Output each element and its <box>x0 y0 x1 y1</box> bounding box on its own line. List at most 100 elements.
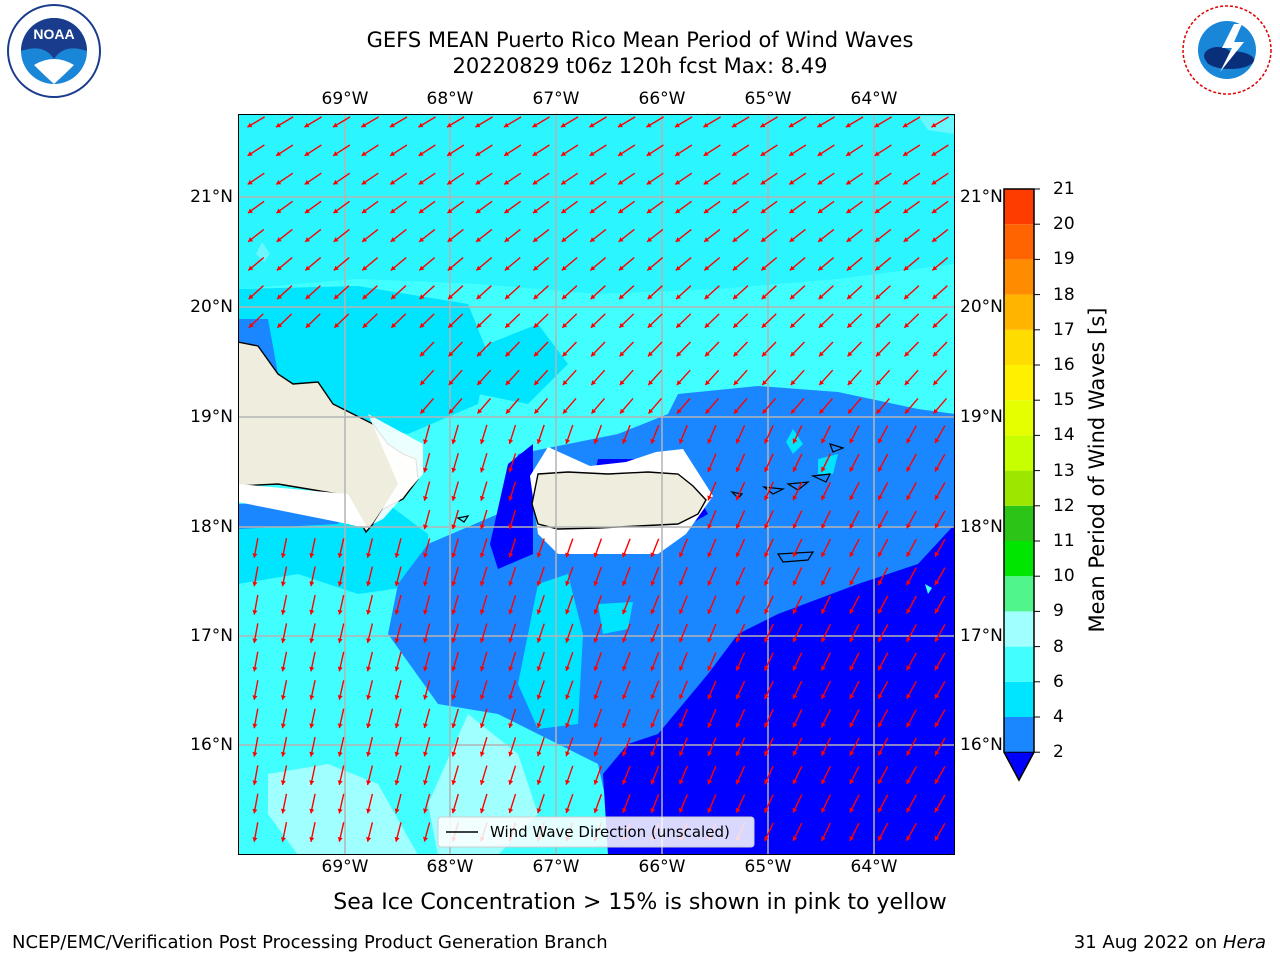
wave-arrow-head <box>622 637 627 643</box>
wave-arrow-head <box>276 237 282 242</box>
wave-arrow-head <box>252 666 258 672</box>
wave-arrow-head <box>304 208 310 214</box>
wave-arrow-head <box>309 695 315 700</box>
wave-arrow-head <box>476 322 482 328</box>
wave-arrow-head <box>333 208 339 214</box>
wave-arrow-head <box>622 580 627 586</box>
wave-arrow-head <box>561 208 567 214</box>
wave-arrow-head <box>931 151 937 156</box>
wave-arrow-head <box>248 294 254 300</box>
wave-arrow-head <box>764 523 769 529</box>
wave-arrow-head <box>735 580 741 586</box>
colorbar-tick-label: 21 <box>1053 179 1075 199</box>
wave-arrow-head <box>309 609 315 615</box>
wave-arrow-head <box>337 837 343 842</box>
wave-arrow-head <box>906 495 911 500</box>
lat-label-right: 21°N <box>960 187 1003 207</box>
wave-arrow-head <box>305 265 311 271</box>
wave-arrow-head <box>589 151 595 156</box>
wave-arrow-head <box>394 836 400 842</box>
wave-arrow-head <box>821 637 826 643</box>
wave-arrow-head <box>275 122 281 128</box>
lat-label-right: 17°N <box>960 626 1003 646</box>
wave-arrow-head <box>618 179 624 185</box>
wave-arrow-head <box>565 637 570 643</box>
lat-label-left: 20°N <box>190 297 233 317</box>
wave-arrow-head <box>707 495 713 501</box>
wave-arrow-head <box>617 122 623 128</box>
wave-arrow-head <box>849 637 855 643</box>
wave-arrow-head <box>362 322 368 328</box>
wave-arrow-head <box>764 665 769 671</box>
wave-arrow-head <box>849 835 855 841</box>
wave-arrow-head <box>366 836 372 842</box>
wave-arrow-head <box>789 237 795 242</box>
wave-arrow-head <box>394 581 400 587</box>
wave-arrow-head <box>817 151 823 156</box>
wave-arrow-head <box>479 779 485 785</box>
wave-arrow-head <box>276 179 282 185</box>
wave-arrow-head <box>821 438 826 444</box>
colorbar-tick-label: 18 <box>1053 284 1075 305</box>
wave-arrow-head <box>878 722 883 728</box>
wave-arrow-head <box>903 208 909 214</box>
wave-arrow-head <box>479 751 485 757</box>
wave-arrow-head <box>622 722 627 728</box>
colorbar-swatch <box>1004 717 1034 753</box>
wave-arrow-head <box>451 780 457 785</box>
wave-arrow-head <box>878 495 883 500</box>
wave-arrow-head <box>423 808 428 814</box>
wave-arrow-head <box>933 351 938 357</box>
wave-arrow-head <box>792 608 798 614</box>
wave-arrow-head <box>508 723 514 728</box>
wave-arrow-head <box>447 265 453 271</box>
colorbar-tick-label: 2 <box>1053 742 1064 763</box>
wave-arrow-head <box>934 835 940 841</box>
wave-arrow-head <box>705 351 710 357</box>
wave-arrow-head <box>789 208 795 214</box>
wave-arrow-head <box>280 581 286 587</box>
wave-arrow-head <box>735 722 741 728</box>
wave-arrow-head <box>933 408 939 414</box>
wave-arrow-head <box>252 780 258 785</box>
wave-arrow-head <box>622 808 627 813</box>
lon-label-top: 64°W <box>850 89 898 109</box>
wave-arrow-head <box>705 380 710 385</box>
wave-arrow-head <box>508 637 514 643</box>
wave-arrow-head <box>423 609 428 615</box>
wave-arrow-head <box>593 808 599 813</box>
wave-arrow-head <box>792 694 798 699</box>
wave-arrow-head <box>451 552 457 558</box>
wave-arrow-head <box>590 237 596 242</box>
wave-arrow-head <box>390 208 396 214</box>
wave-arrow-head <box>477 408 483 414</box>
wave-arrow-head <box>764 608 769 614</box>
wave-arrow-head <box>333 179 339 185</box>
wave-arrow-head <box>647 265 653 271</box>
wave-arrow-head <box>792 495 798 501</box>
wave-arrow-head <box>276 208 282 214</box>
lat-label-left: 21°N <box>190 187 233 207</box>
wave-arrow-head <box>849 807 855 813</box>
wave-arrow-head <box>764 779 769 785</box>
wave-arrow-head <box>792 438 798 444</box>
wave-arrow-head <box>705 408 711 414</box>
chart-title: GEFS MEAN Puerto Rico Mean Period of Win… <box>366 28 914 52</box>
wave-arrow-head <box>276 265 282 271</box>
wave-arrow-head <box>906 665 911 671</box>
wave-arrow-head <box>732 151 738 156</box>
wave-arrow-head <box>309 553 315 558</box>
lat-label-left: 18°N <box>190 517 233 537</box>
lat-label-right: 18°N <box>960 517 1003 537</box>
wave-arrow-head <box>334 322 340 328</box>
wave-arrow-head <box>707 807 713 813</box>
wave-arrow-head <box>760 151 766 156</box>
wave-arrow-head <box>448 294 453 300</box>
wave-arrow-head <box>675 265 681 271</box>
wave-arrow-head <box>878 807 883 813</box>
wave-arrow-head <box>562 294 567 300</box>
wave-arrow-head <box>821 722 826 728</box>
wave-arrow-head <box>508 581 514 586</box>
wave-arrow-head <box>619 351 625 357</box>
wave-arrow-head <box>423 638 428 643</box>
